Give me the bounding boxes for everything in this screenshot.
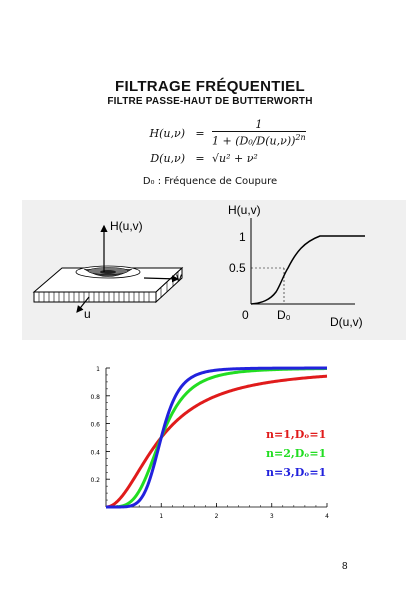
transfer-function-equation: H(u,ν) = 1 1 + (D₀/D(u,ν))2n [0, 118, 420, 152]
chart-series [105, 366, 328, 509]
axis-v-arrow [143, 275, 180, 283]
y-tick-label: 0.8 [90, 394, 100, 401]
legend-entry-n2: n=2,Dₒ=1 [266, 447, 326, 460]
h-denominator: 1 + (D₀/D(u,ν))2n [212, 131, 306, 148]
figures-panel: H(u,v) v u H(u,v) 1 0.5 0 D₀ D(u,v) [22, 200, 406, 340]
h-equals: = [195, 127, 205, 140]
h-lhs: H(u,ν) [149, 127, 185, 140]
chart-legend: n=1,Dₒ=1 n=2,Dₒ=1 n=3,Dₒ=1 [266, 428, 326, 479]
y-tick-label: 0.4 [90, 449, 100, 456]
figures-svg: H(u,v) v u H(u,v) 1 0.5 0 D₀ D(u,v) [32, 203, 365, 329]
y-tick-label: 1 [96, 366, 100, 373]
profile-tick-05: 0.5 [229, 261, 246, 275]
axis-h-label: H(u,v) [110, 219, 143, 233]
h-fraction: 1 1 + (D₀/D(u,ν))2n [212, 118, 306, 148]
page-title: FILTRAGE FRÉQUENTIEL [115, 78, 305, 95]
legend-entry-n3: n=3,Dₒ=1 [266, 466, 326, 479]
butterworth-chart: 0.2 0.4 0.6 0.8 1 1 2 3 4 n=1,Dₒ=1 n=2,Dₒ=1 n=3,D… [72, 355, 342, 530]
page-subtitle: FILTRE PASSE-HAUT DE BUTTERWORTH [107, 96, 313, 107]
series-line-n1 [105, 374, 328, 509]
profile-xlabel: D(u,v) [330, 315, 363, 329]
filter-3d-illustration: H(u,v) v u [32, 219, 184, 321]
x-tick-label: 4 [325, 513, 329, 520]
profile-curve [250, 235, 365, 305]
cutoff-frequency-note: D₀ : Fréquence de Coupure [142, 176, 278, 187]
profile-tick-1: 1 [239, 230, 246, 244]
axis-u-arrow [76, 296, 90, 313]
chart-x-ticks: 1 2 3 4 [116, 503, 329, 520]
profile-ylabel: H(u,v) [228, 203, 261, 217]
y-tick-label: 0.6 [90, 422, 100, 429]
d-lhs: D(u,ν) [150, 152, 185, 165]
x-tick-label: 2 [215, 513, 219, 520]
legend-entry-n1: n=1,Dₒ=1 [266, 428, 326, 441]
y-tick-label: 0.2 [90, 477, 100, 484]
axis-v-label: v [176, 270, 182, 284]
h-den-main: 1 + (D₀/D(u,ν)) [212, 134, 296, 148]
butterworth-chart-svg: 0.2 0.4 0.6 0.8 1 1 2 3 4 n=1,Dₒ=1 n=2,Dₒ=1 n=3,D… [90, 366, 329, 520]
chart-y-ticks: 0.2 0.4 0.6 0.8 1 [90, 366, 110, 501]
d-equals: = [195, 152, 205, 165]
profile-tick-d0: D₀ [277, 308, 291, 322]
profile-plot: H(u,v) 1 0.5 0 D₀ D(u,v) [228, 203, 365, 329]
x-tick-label: 3 [270, 513, 274, 520]
series-line-n3 [106, 366, 327, 509]
h-den-exponent: 2n [295, 133, 306, 142]
x-tick-label: 1 [159, 513, 163, 520]
page-number: 8 [342, 561, 348, 572]
h-numerator: 1 [255, 118, 263, 131]
profile-tick-0: 0 [242, 308, 249, 322]
axis-u-label: u [84, 307, 91, 321]
d-rhs: √u² + ν² [212, 152, 258, 165]
distance-equation: D(u,ν) = √u² + ν² [0, 152, 420, 170]
